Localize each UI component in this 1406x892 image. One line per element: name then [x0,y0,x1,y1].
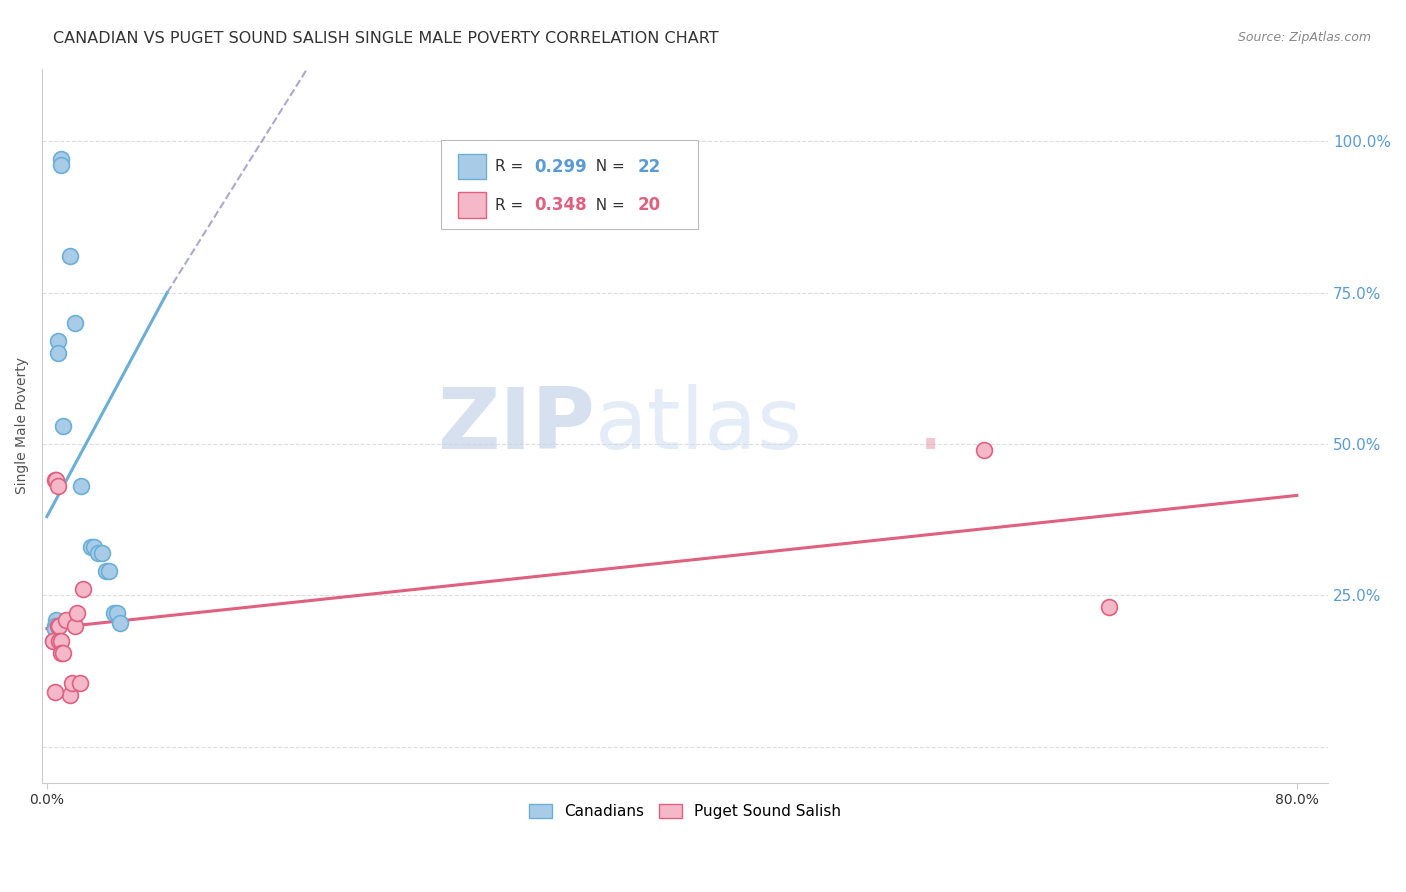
Text: N =: N = [586,159,630,174]
Legend: Canadians, Puget Sound Salish: Canadians, Puget Sound Salish [523,798,848,825]
Y-axis label: Single Male Poverty: Single Male Poverty [15,358,30,494]
Point [45,473,67,487]
Point [42,633,65,648]
Point [48,633,70,648]
Point [44,633,66,648]
Point [65,607,87,621]
Point [46,618,69,632]
Point [973,442,995,457]
Point [45,613,67,627]
Point [96,564,118,578]
Point [49,646,72,660]
Text: ZIP: ZIP [437,384,595,467]
Point [44,685,66,699]
Point [49,158,72,172]
Point [46,479,69,493]
Point [63,618,86,632]
Point [59,249,82,263]
Point [79,540,101,554]
FancyBboxPatch shape [441,140,697,229]
Text: .: . [917,384,943,467]
FancyBboxPatch shape [457,193,486,218]
Point [98,564,121,578]
Text: R =: R = [495,198,529,212]
Point [87,546,110,560]
Point [70,479,93,493]
Point [60,676,83,690]
Point [1098,600,1121,615]
Text: N =: N = [586,198,630,212]
Text: R =: R = [495,159,529,174]
Text: 0.348: 0.348 [534,196,588,214]
Text: CANADIAN VS PUGET SOUND SALISH SINGLE MALE POVERTY CORRELATION CHART: CANADIAN VS PUGET SOUND SALISH SINGLE MA… [53,31,718,46]
Point [63,316,86,330]
Text: 22: 22 [637,158,661,176]
Point [51,418,73,433]
Point [46,334,69,348]
FancyBboxPatch shape [457,153,486,179]
Point [42,633,65,648]
Point [44,622,66,636]
Point [69,676,91,690]
Text: 0.299: 0.299 [534,158,588,176]
Point [72,582,94,597]
Point [44,473,66,487]
Point [49,153,72,167]
Point [44,618,66,632]
Text: 20: 20 [637,196,661,214]
Point [49,633,72,648]
Point [48,618,70,632]
Point [46,346,69,360]
Point [83,540,105,554]
Point [55,613,77,627]
Point [90,546,112,560]
Point [110,615,132,630]
Point [51,646,73,660]
Point [103,607,125,621]
Text: atlas: atlas [595,384,803,467]
Text: Source: ZipAtlas.com: Source: ZipAtlas.com [1237,31,1371,45]
Point [105,607,128,621]
Point [59,688,82,702]
